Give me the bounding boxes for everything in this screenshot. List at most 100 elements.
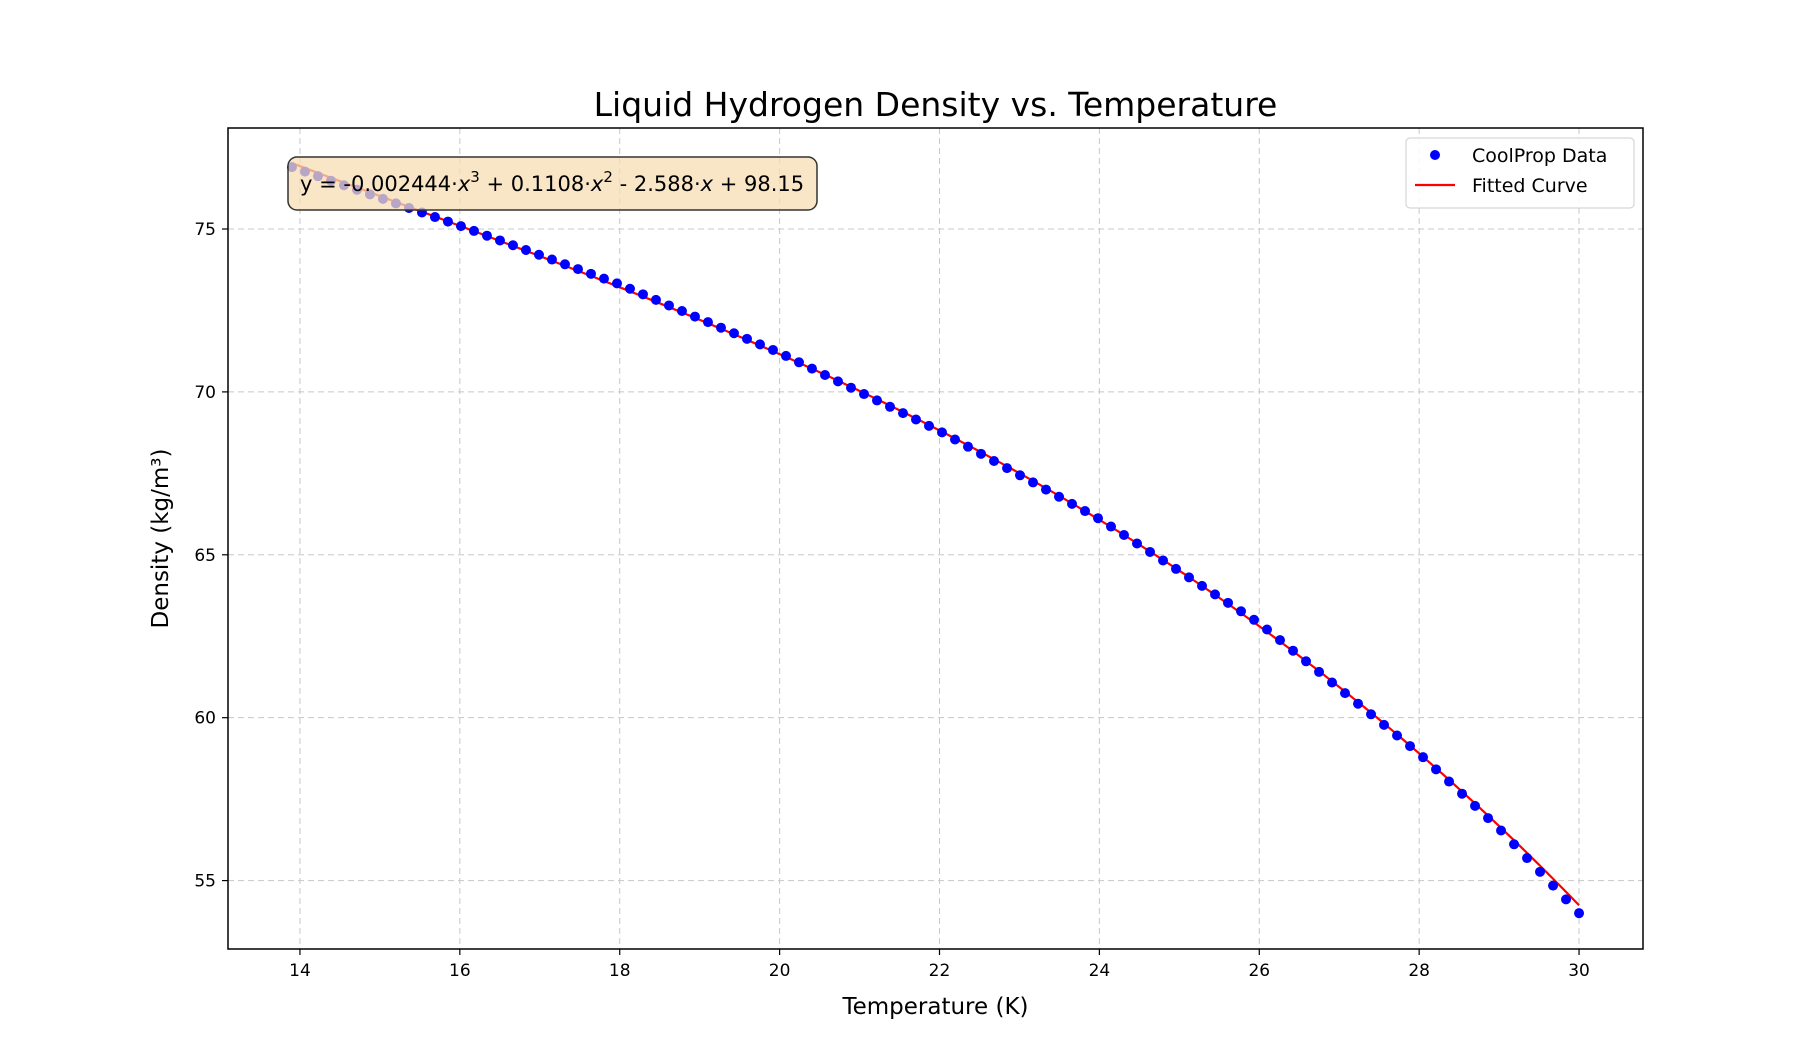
points-layer	[286, 162, 1585, 919]
y-tick-label: 75	[194, 220, 216, 240]
legend: CoolProp Data Fitted Curve	[1405, 137, 1635, 209]
data-point	[1223, 597, 1234, 608]
data-point	[585, 268, 596, 279]
data-point	[1249, 614, 1260, 625]
grid-layer	[228, 128, 1643, 949]
x-axis-label: Temperature (K)	[841, 994, 1028, 1020]
data-point	[520, 244, 531, 255]
data-point	[1418, 752, 1429, 763]
data-point	[1574, 908, 1585, 919]
data-point	[911, 414, 921, 425]
legend-label-line: Fitted Curve	[1472, 175, 1588, 197]
data-point	[455, 221, 466, 232]
data-point	[1431, 764, 1442, 775]
x-tick-label: 22	[929, 961, 951, 981]
data-point	[898, 408, 908, 419]
data-point	[754, 339, 765, 350]
data-point	[1132, 538, 1143, 549]
data-point	[1561, 894, 1572, 905]
x-tick-label: 24	[1089, 961, 1111, 981]
data-point	[728, 328, 739, 339]
chart-title: Liquid Hydrogen Density vs. Temperature	[594, 85, 1278, 124]
data-point	[1041, 484, 1052, 495]
data-point	[1171, 563, 1182, 574]
data-point	[1106, 521, 1117, 532]
x-tick-label: 20	[769, 961, 791, 981]
y-tick-label: 55	[194, 872, 216, 892]
data-point	[468, 225, 479, 236]
data-point	[572, 264, 583, 275]
legend-marker-points	[1430, 150, 1440, 160]
data-point	[611, 278, 622, 289]
equation-part: + 0.1108·	[480, 172, 591, 196]
y-tick-label: 70	[194, 383, 216, 403]
equation-part: 2	[603, 168, 613, 186]
x-tick-label: 18	[609, 961, 631, 981]
data-point	[676, 306, 687, 317]
data-point	[845, 382, 856, 393]
data-point	[767, 344, 778, 355]
data-point	[689, 311, 700, 322]
equation-box	[287, 156, 818, 211]
equation-part: y = -0.002444·	[300, 172, 458, 196]
data-point	[872, 395, 882, 406]
data-point	[429, 212, 440, 223]
y-tick-label: 65	[194, 546, 216, 566]
equation-annotation: y = -0.002444·x3 + 0.1108·x2 - 2.588·x +…	[287, 156, 818, 211]
x-tick-label: 28	[1408, 961, 1430, 981]
data-point	[950, 434, 960, 445]
data-point	[1496, 825, 1507, 836]
y-axis-label: Density (kg/m³)	[148, 449, 174, 629]
y-tick-label: 60	[194, 709, 216, 729]
data-point	[1275, 635, 1286, 646]
fitted-curve-line	[291, 162, 1580, 907]
legend-label-points: CoolProp Data	[1472, 145, 1607, 167]
data-point	[793, 357, 804, 368]
x-tick-label: 30	[1568, 961, 1590, 981]
data-point	[1366, 709, 1377, 720]
data-point	[780, 350, 791, 361]
data-point	[624, 283, 635, 294]
data-point	[1015, 470, 1026, 481]
data-point	[1470, 800, 1481, 811]
data-point	[1522, 853, 1533, 864]
data-point	[481, 230, 492, 241]
data-point	[559, 259, 570, 270]
equation-part: x	[590, 172, 604, 196]
data-point	[1210, 589, 1221, 600]
plot-frame	[227, 127, 1644, 950]
data-point	[1262, 624, 1273, 635]
data-point	[937, 427, 947, 438]
data-point	[976, 448, 986, 459]
data-point	[1158, 555, 1169, 566]
data-point	[1444, 776, 1455, 787]
data-point	[1080, 506, 1091, 517]
data-point	[832, 376, 843, 387]
x-tick-label: 14	[289, 961, 311, 981]
data-point	[819, 369, 830, 380]
data-point	[598, 273, 609, 284]
data-point	[1483, 813, 1494, 824]
data-point	[806, 363, 817, 374]
data-point	[885, 401, 895, 412]
data-point	[1236, 606, 1247, 617]
data-point	[858, 389, 869, 400]
data-point	[663, 300, 674, 311]
equation-part: + 98.15	[713, 172, 804, 196]
data-point	[1197, 580, 1208, 591]
equation-part: - 2.588·	[613, 172, 701, 196]
data-point	[1067, 498, 1078, 509]
x-tick-label: 26	[1248, 961, 1270, 981]
equation-part: 3	[470, 168, 480, 186]
data-point	[1379, 719, 1390, 730]
data-point	[1327, 677, 1338, 688]
data-point	[1002, 463, 1013, 474]
data-point	[963, 441, 973, 452]
data-point	[1184, 572, 1195, 583]
equation-part: x	[457, 172, 471, 196]
data-point	[989, 455, 999, 466]
data-point	[1392, 730, 1403, 741]
data-point	[637, 289, 648, 300]
data-point	[546, 254, 557, 265]
